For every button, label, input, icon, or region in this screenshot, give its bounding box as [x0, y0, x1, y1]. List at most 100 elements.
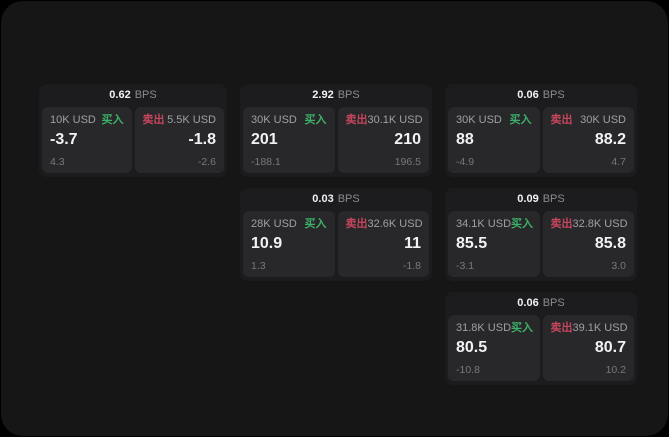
- sell-panel[interactable]: 卖出 32.8K USD 85.8 3.0: [542, 211, 634, 277]
- sell-value: 11: [404, 235, 421, 252]
- buy-value: 88: [456, 131, 474, 148]
- bps-unit: BPS: [542, 89, 565, 101]
- sell-tag: 卖出: [550, 114, 573, 126]
- quote-card[interactable]: 0.09 BPS 34.1K USD 买入 85.5 -3.1 卖出 32.8K…: [445, 188, 637, 281]
- buy-top-row: 31.8K USD 买入: [456, 322, 534, 334]
- buy-top-row: 34.1K USD 买入: [456, 218, 534, 230]
- card-header: 0.06 BPS: [445, 84, 637, 107]
- sell-sub-value: 4.7: [611, 155, 626, 168]
- bps-unit: BPS: [337, 193, 360, 205]
- bps-value: 0.06: [517, 89, 539, 101]
- sell-size-label: 32.6K USD: [367, 218, 423, 230]
- buy-size-label: 30K USD: [251, 114, 297, 126]
- buy-sub-value: -188.1: [251, 155, 281, 168]
- buy-panel[interactable]: 28K USD 买入 10.9 1.3: [243, 211, 335, 277]
- sell-panel[interactable]: 卖出 30K USD 88.2 4.7: [542, 107, 634, 173]
- sell-size-label: 30K USD: [580, 114, 626, 126]
- buy-top-row: 30K USD 买入: [456, 115, 532, 126]
- sell-panel[interactable]: 卖出 5.5K USD -1.8 -2.6: [134, 107, 224, 173]
- buy-top-row: 10K USD 买入: [50, 115, 124, 126]
- card-body: 10K USD 买入 -3.7 4.3 卖出 5.5K USD -1.8 -2.…: [39, 107, 227, 177]
- buy-tag: 买入: [511, 322, 534, 334]
- sell-value: 85.8: [594, 235, 626, 252]
- card-header: 0.03 BPS: [240, 188, 432, 211]
- bps-unit: BPS: [337, 89, 360, 101]
- bps-value: 2.92: [312, 89, 334, 101]
- sell-panel[interactable]: 卖出 30.1K USD 210 196.5: [337, 107, 429, 173]
- sell-tag: 卖出: [345, 114, 368, 126]
- sell-sub-value: -2.6: [197, 155, 216, 168]
- card-header: 2.92 BPS: [240, 84, 432, 107]
- bps-unit: BPS: [542, 297, 565, 309]
- quote-card[interactable]: 0.06 BPS 30K USD 买入 88 -4.9 卖出 30K USD: [445, 84, 637, 177]
- sell-sub-value: -1.8: [402, 259, 421, 272]
- buy-size-label: 10K USD: [50, 114, 96, 126]
- card-body: 31.8K USD 买入 80.5 -10.8 卖出 39.1K USD 80.…: [445, 315, 637, 385]
- quote-card[interactable]: 0.62 BPS 10K USD 买入 -3.7 4.3 卖出 5.5K USD: [39, 84, 227, 177]
- buy-tag: 买入: [304, 114, 327, 126]
- sell-tag: 卖出: [550, 322, 573, 334]
- buy-value: 85.5: [456, 235, 488, 252]
- sell-sub-value: 3.0: [611, 259, 626, 272]
- buy-sub-value: -3.1: [456, 259, 475, 272]
- buy-size-label: 28K USD: [251, 218, 297, 230]
- bps-unit: BPS: [542, 193, 565, 205]
- buy-tag: 买入: [304, 218, 327, 230]
- sell-tag: 卖出: [550, 218, 573, 230]
- buy-panel[interactable]: 30K USD 买入 201 -188.1: [243, 107, 335, 173]
- sell-tag: 卖出: [345, 218, 368, 230]
- sell-sub-value: 10.2: [605, 363, 626, 376]
- quote-card[interactable]: 2.92 BPS 30K USD 买入 201 -188.1 卖出 30.1K …: [240, 84, 432, 177]
- buy-sub-value: -4.9: [456, 155, 475, 168]
- buy-tag: 买入: [509, 114, 532, 126]
- sell-size-label: 5.5K USD: [167, 114, 216, 126]
- sell-top-row: 卖出 30K USD: [551, 115, 627, 126]
- buy-size-label: 30K USD: [456, 114, 502, 126]
- buy-panel[interactable]: 30K USD 买入 88 -4.9: [448, 107, 540, 173]
- sell-top-row: 卖出 32.6K USD: [345, 218, 423, 230]
- sell-value: -1.8: [188, 131, 216, 148]
- card-body: 30K USD 买入 88 -4.9 卖出 30K USD 88.2 4.7: [445, 107, 637, 177]
- sell-value: 80.7: [594, 339, 626, 356]
- card-header: 0.06 BPS: [445, 292, 637, 315]
- sell-tag: 卖出: [142, 114, 165, 126]
- buy-value: 201: [251, 131, 278, 148]
- buy-value: 80.5: [456, 339, 488, 356]
- sell-sub-value: 196.5: [394, 155, 421, 168]
- card-header: 0.09 BPS: [445, 188, 637, 211]
- sell-panel[interactable]: 卖出 32.6K USD 11 -1.8: [337, 211, 429, 277]
- bps-unit: BPS: [134, 89, 157, 101]
- sell-top-row: 卖出 5.5K USD: [143, 115, 217, 126]
- sell-top-row: 卖出 32.8K USD: [550, 218, 628, 230]
- buy-top-row: 28K USD 买入: [251, 219, 327, 230]
- buy-value: 10.9: [251, 235, 283, 252]
- sell-top-row: 卖出 30.1K USD: [345, 114, 423, 126]
- sell-value: 210: [394, 131, 421, 148]
- sell-size-label: 39.1K USD: [572, 322, 628, 334]
- buy-top-row: 30K USD 买入: [251, 115, 327, 126]
- card-body: 28K USD 买入 10.9 1.3 卖出 32.6K USD 11 -1.8: [240, 211, 432, 281]
- card-body: 34.1K USD 买入 85.5 -3.1 卖出 32.8K USD 85.8…: [445, 211, 637, 281]
- bps-value: 0.03: [312, 193, 334, 205]
- card-body: 30K USD 买入 201 -188.1 卖出 30.1K USD 210 1…: [240, 107, 432, 177]
- bps-value: 0.09: [517, 193, 539, 205]
- quotes-grid: 0.62 BPS 10K USD 买入 -3.7 4.3 卖出 5.5K USD: [39, 84, 637, 385]
- buy-panel[interactable]: 31.8K USD 买入 80.5 -10.8: [448, 315, 540, 381]
- buy-panel[interactable]: 10K USD 买入 -3.7 4.3: [42, 107, 132, 173]
- buy-sub-value: 1.3: [251, 259, 266, 272]
- buy-tag: 买入: [511, 218, 534, 230]
- sell-size-label: 30.1K USD: [367, 114, 423, 126]
- sell-panel[interactable]: 卖出 39.1K USD 80.7 10.2: [542, 315, 634, 381]
- sell-size-label: 32.8K USD: [572, 218, 628, 230]
- quote-card[interactable]: 0.06 BPS 31.8K USD 买入 80.5 -10.8 卖出 39.1…: [445, 292, 637, 385]
- bps-value: 0.06: [517, 297, 539, 309]
- buy-sub-value: 4.3: [50, 155, 65, 168]
- buy-size-label: 34.1K USD: [456, 218, 512, 230]
- card-header: 0.62 BPS: [39, 84, 227, 107]
- bps-value: 0.62: [109, 89, 131, 101]
- buy-panel[interactable]: 34.1K USD 买入 85.5 -3.1: [448, 211, 540, 277]
- quote-card[interactable]: 0.03 BPS 28K USD 买入 10.9 1.3 卖出 32.6K US…: [240, 188, 432, 281]
- buy-size-label: 31.8K USD: [456, 322, 512, 334]
- buy-tag: 买入: [101, 114, 124, 126]
